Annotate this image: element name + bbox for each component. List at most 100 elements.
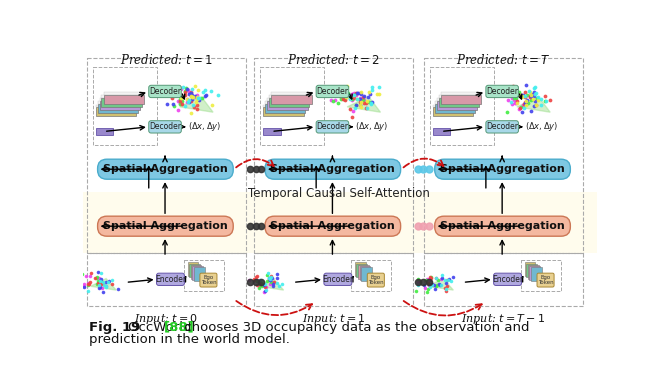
Point	[514, 89, 524, 95]
FancyBboxPatch shape	[97, 104, 138, 113]
Point	[506, 99, 516, 105]
FancyBboxPatch shape	[96, 107, 137, 116]
Point	[424, 274, 435, 280]
Point	[528, 91, 538, 97]
FancyBboxPatch shape	[437, 98, 477, 101]
Point	[352, 97, 363, 103]
Point	[98, 281, 109, 287]
Text: $(\Delta x, \Delta y)$: $(\Delta x, \Delta y)$	[355, 120, 389, 133]
Point	[525, 91, 536, 97]
Point	[190, 93, 200, 100]
Point	[341, 83, 352, 89]
Point	[82, 282, 93, 288]
Text: Ego
Token: Ego Token	[538, 275, 554, 285]
Point	[412, 282, 423, 288]
Point	[197, 95, 208, 101]
Point	[263, 275, 274, 281]
Point	[350, 92, 361, 98]
Point	[263, 275, 274, 281]
FancyBboxPatch shape	[439, 95, 479, 98]
Point	[520, 89, 530, 95]
Point	[345, 95, 356, 101]
Point	[174, 100, 185, 106]
Point	[267, 281, 278, 287]
FancyBboxPatch shape	[435, 216, 570, 236]
Point	[93, 282, 104, 288]
Point	[519, 105, 530, 111]
Point	[522, 100, 533, 106]
Text: Spatial Aggregation: Spatial Aggregation	[103, 221, 228, 231]
Point	[522, 97, 532, 103]
FancyBboxPatch shape	[97, 159, 233, 179]
FancyBboxPatch shape	[101, 95, 142, 98]
FancyBboxPatch shape	[441, 95, 481, 104]
Point	[176, 86, 186, 92]
Text: Decoder: Decoder	[316, 87, 349, 96]
Point	[349, 90, 359, 96]
FancyBboxPatch shape	[192, 266, 203, 280]
Text: Spatial Aggregation: Spatial Aggregation	[271, 221, 395, 231]
Point	[259, 280, 269, 287]
Point	[192, 96, 203, 102]
Point	[354, 99, 365, 105]
Point	[350, 105, 361, 111]
Point	[348, 108, 359, 114]
Point	[184, 91, 195, 97]
Point	[326, 97, 336, 103]
Point	[428, 282, 439, 288]
Point	[430, 284, 441, 290]
Point	[162, 101, 172, 107]
Point	[422, 276, 433, 282]
Point	[265, 276, 276, 282]
Point	[265, 273, 276, 279]
Point	[428, 282, 439, 288]
Point	[342, 90, 353, 96]
Text: OccWorld: OccWorld	[128, 321, 196, 334]
Point	[503, 97, 513, 103]
Point	[183, 98, 194, 104]
Point	[420, 285, 430, 291]
Text: Decoder: Decoder	[486, 87, 518, 96]
Point	[94, 275, 105, 281]
Point	[516, 93, 527, 99]
Point	[181, 85, 192, 91]
Point	[440, 285, 451, 291]
Point	[94, 284, 105, 290]
Point	[529, 93, 540, 100]
Point	[259, 282, 269, 288]
FancyBboxPatch shape	[267, 101, 308, 110]
Point	[252, 277, 263, 284]
Point	[366, 101, 377, 107]
Point	[501, 86, 512, 92]
Point	[98, 289, 109, 295]
Point	[261, 287, 271, 293]
Text: Input: $t = T-1$: Input: $t = T-1$	[461, 312, 546, 326]
Point	[520, 101, 531, 107]
FancyBboxPatch shape	[435, 101, 475, 104]
Point	[440, 277, 450, 283]
Point	[351, 90, 361, 96]
Point	[178, 84, 188, 90]
Point	[426, 282, 437, 288]
Point	[184, 97, 194, 103]
Point	[350, 90, 361, 97]
Point	[93, 280, 104, 286]
Point	[96, 279, 107, 285]
Point	[357, 97, 368, 103]
Text: Spatial Aggregation: Spatial Aggregation	[103, 164, 228, 174]
Point	[510, 100, 520, 106]
Point	[91, 274, 102, 280]
FancyBboxPatch shape	[433, 128, 450, 135]
FancyBboxPatch shape	[367, 273, 385, 287]
Point	[513, 106, 524, 112]
Point	[264, 276, 274, 282]
Point	[511, 100, 521, 106]
Point	[206, 88, 216, 94]
Point	[363, 99, 374, 105]
FancyBboxPatch shape	[435, 159, 570, 179]
Point	[172, 98, 183, 104]
Point	[200, 87, 210, 93]
Point	[180, 89, 190, 95]
Point	[347, 97, 357, 103]
Point	[442, 277, 453, 283]
